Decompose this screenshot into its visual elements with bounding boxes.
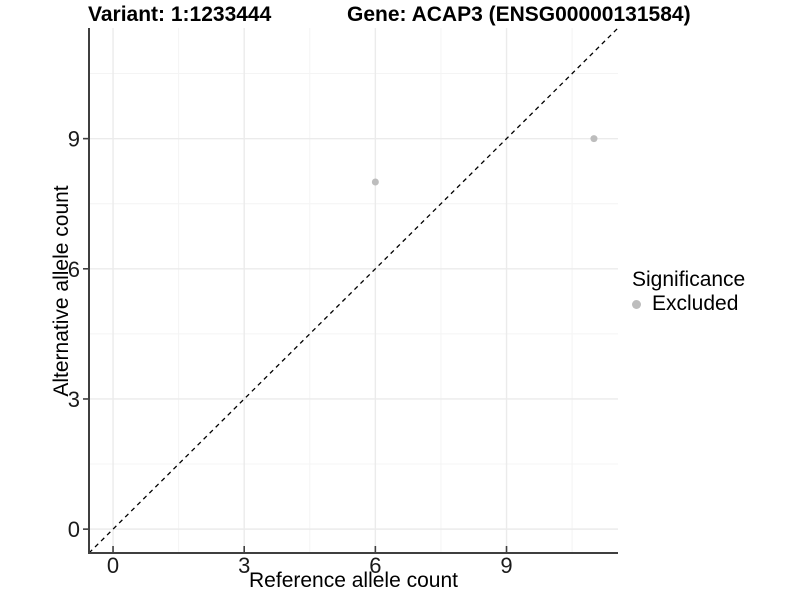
y-axis-title: Alternative allele count	[50, 185, 73, 397]
legend-item-excluded: Excluded	[632, 292, 745, 316]
plot-title-variant: Variant: 1:1233444	[88, 3, 272, 26]
x-tick-label: 6	[369, 553, 381, 578]
x-tick-label: 0	[107, 553, 119, 578]
plot-title-gene: Gene: ACAP3 (ENSG00000131584)	[347, 3, 691, 26]
x-axis-title: Reference allele count	[249, 569, 458, 592]
identity-dashed-line	[88, 27, 619, 554]
y-tick-label: 3	[68, 387, 80, 412]
legend-item-label: Excluded	[652, 292, 739, 315]
data-point	[371, 178, 379, 186]
y-tick-label: 6	[68, 257, 80, 282]
excluded-point-icon	[632, 299, 641, 309]
x-tick-label: 9	[500, 553, 512, 578]
legend-title: Significance	[632, 268, 746, 291]
data-point	[590, 135, 598, 143]
legend: Significance Excluded	[632, 268, 745, 316]
x-tick-label: 3	[238, 553, 250, 578]
y-tick-label: 0	[68, 517, 80, 542]
y-tick-label: 9	[68, 127, 80, 152]
